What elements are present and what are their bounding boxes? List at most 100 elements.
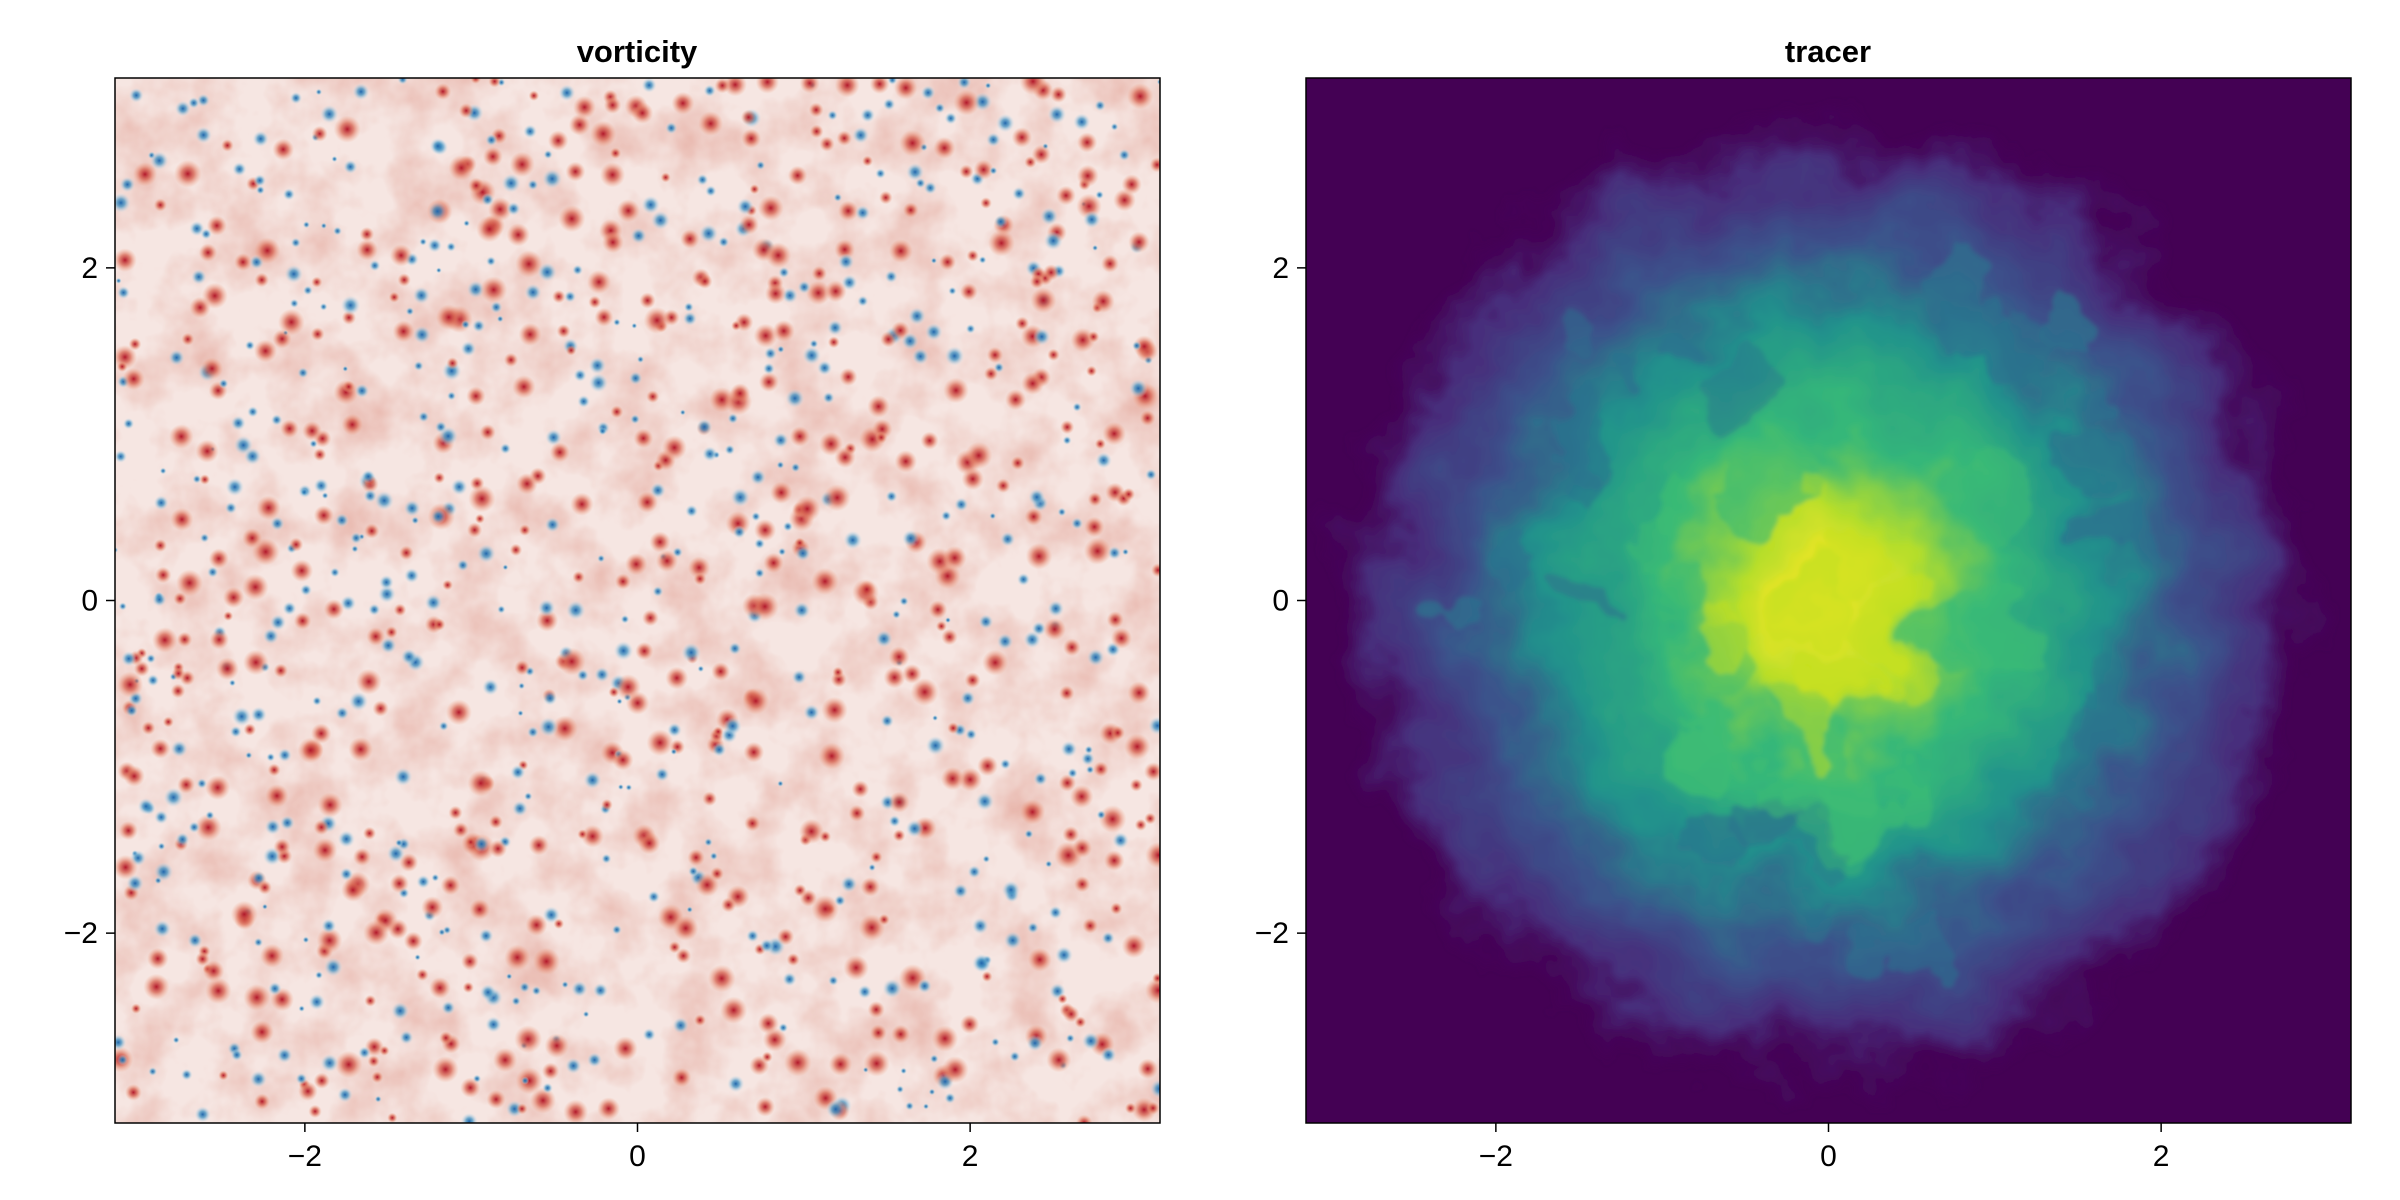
positive-vortex (317, 792, 343, 818)
negative-vortex (175, 832, 190, 847)
negative-vortex (827, 110, 838, 121)
positive-vortex (867, 395, 890, 418)
negative-vortex (323, 957, 343, 977)
negative-vortex (727, 413, 739, 424)
negative-vortex (1027, 921, 1039, 934)
negative-vortex (115, 192, 131, 213)
positive-vortex (256, 495, 281, 521)
negative-vortex (1094, 99, 1106, 112)
positive-vortex (753, 518, 777, 542)
positive-vortex (1110, 725, 1125, 741)
positive-vortex (590, 120, 617, 147)
negative-vortex (803, 704, 820, 721)
positive-vortex (1083, 537, 1112, 565)
negative-vortex (1128, 379, 1148, 398)
positive-vortex (342, 380, 355, 393)
positive-vortex (947, 722, 960, 735)
negative-vortex (965, 728, 978, 741)
negative-vortex (1043, 231, 1063, 251)
negative-vortex (1156, 78, 1160, 86)
positive-vortex (150, 738, 171, 759)
positive-vortex (215, 657, 239, 681)
negative-vortex (230, 415, 246, 431)
negative-vortex (620, 614, 630, 624)
positive-vortex (371, 1071, 384, 1084)
positive-vortex (480, 276, 508, 304)
positive-vortex (612, 749, 634, 771)
positive-vortex (602, 231, 624, 254)
positive-vortex (364, 994, 377, 1007)
positive-vortex (869, 1024, 887, 1042)
negative-vortex (1072, 402, 1082, 412)
negative-vortex (908, 307, 926, 325)
negative-vortex (511, 800, 528, 817)
negative-vortex (187, 97, 200, 109)
tracer-filament (1774, 667, 1854, 746)
negative-vortex (882, 978, 902, 999)
positive-vortex (639, 292, 656, 309)
negative-vortex (545, 429, 562, 446)
negative-vortex (1026, 1034, 1044, 1052)
positive-vortex (720, 897, 737, 913)
positive-vortex (755, 1096, 776, 1117)
tracer-filament (1879, 761, 1939, 821)
negative-vortex (225, 477, 245, 497)
negative-vortex (793, 601, 811, 619)
positive-vortex (870, 851, 883, 864)
positive-vortex (553, 918, 565, 930)
negative-vortex (295, 1072, 308, 1085)
negative-vortex (478, 928, 494, 944)
negative-vortex (681, 642, 702, 663)
negative-vortex (682, 311, 698, 326)
tracer-filament (1784, 896, 1816, 927)
positive-vortex (977, 755, 998, 777)
positive-vortex (1047, 348, 1060, 362)
positive-vortex (673, 915, 699, 941)
positive-vortex (811, 265, 827, 282)
negative-vortex (641, 78, 657, 93)
positive-vortex (194, 814, 222, 841)
positive-vortex (470, 78, 482, 84)
negative-vortex (460, 340, 477, 357)
positive-vortex (170, 507, 194, 531)
positive-vortex (392, 320, 415, 343)
positive-vortex (429, 977, 451, 999)
negative-vortex (730, 487, 750, 507)
negative-vortex (542, 1082, 553, 1094)
negative-vortex (270, 516, 285, 531)
positive-vortex (509, 543, 523, 557)
negative-vortex (276, 1047, 293, 1064)
positive-vortex (834, 446, 856, 469)
negative-vortex (302, 285, 313, 296)
negative-vortex (194, 1106, 211, 1123)
positive-vortex (609, 147, 622, 159)
negative-vortex (1086, 648, 1105, 667)
tracer-filament (1689, 615, 1745, 672)
positive-vortex (888, 239, 913, 263)
positive-vortex (341, 413, 363, 436)
positive-vortex (837, 200, 859, 222)
positive-vortex (313, 505, 334, 526)
positive-vortex (116, 361, 128, 372)
positive-vortex (698, 111, 724, 136)
positive-vortex (1149, 157, 1160, 173)
negative-vortex (696, 173, 709, 186)
positive-vortex (116, 671, 144, 698)
negative-vortex (573, 368, 587, 382)
negative-vortex (350, 531, 363, 545)
positive-vortex (1110, 627, 1133, 649)
positive-vortex (668, 941, 681, 954)
positive-vortex (385, 626, 398, 639)
negative-vortex (902, 529, 920, 548)
negative-vortex (200, 228, 212, 240)
positive-vortex (1121, 174, 1142, 195)
negative-vortex (146, 674, 160, 687)
negative-vortex (650, 210, 671, 230)
negative-vortex (282, 188, 296, 201)
positive-vortex (740, 109, 757, 126)
negative-vortex (564, 290, 577, 303)
negative-vortex (122, 418, 135, 430)
negative-vortex (925, 735, 946, 756)
positive-vortex (588, 295, 602, 309)
negative-vortex (999, 758, 1012, 770)
